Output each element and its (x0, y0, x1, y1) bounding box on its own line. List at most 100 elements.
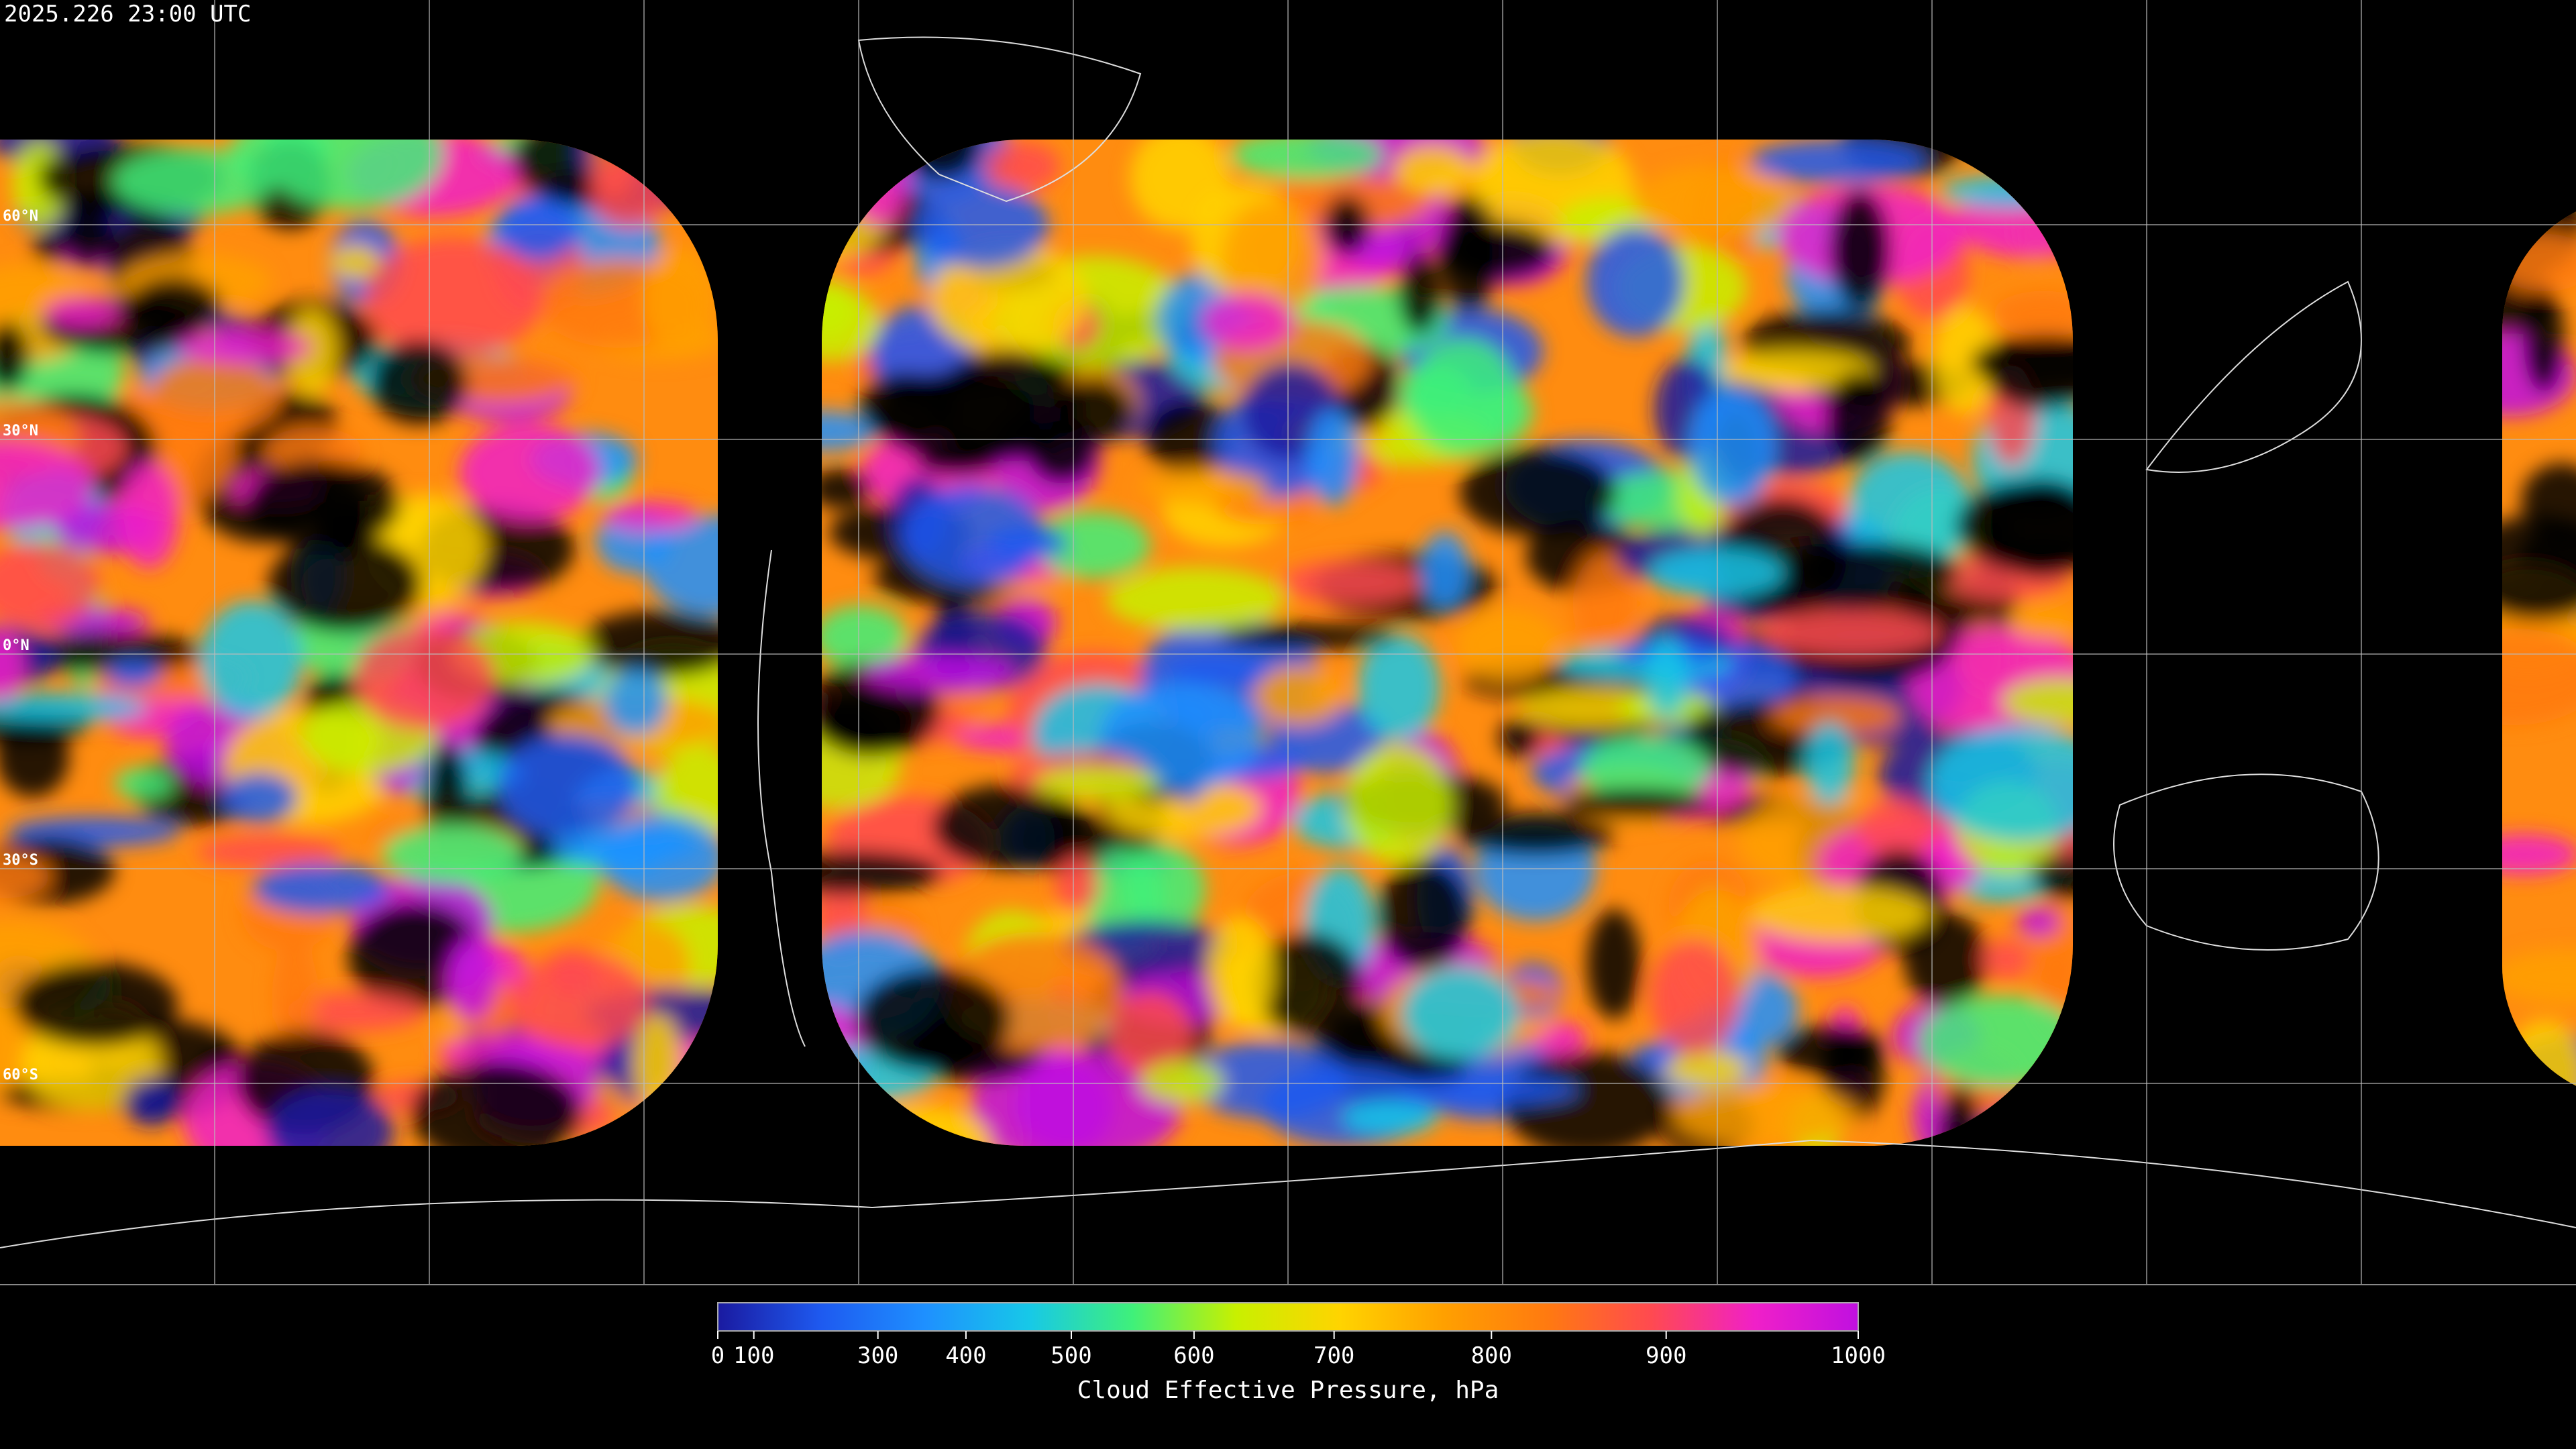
cloud-patch (985, 141, 1060, 192)
cloud-patch (1221, 199, 1324, 320)
satellite-imagery (0, 140, 2576, 1146)
cloud-patch (0, 541, 100, 629)
colorbar-tick-label: 900 (1646, 1342, 1686, 1369)
cloud-patch (643, 515, 718, 615)
cloud-patch (364, 237, 542, 358)
cloud-patch (19, 632, 203, 674)
cloud-patch (550, 827, 700, 864)
latitude-labels: 60°N 30°N 0°N 30°S 60°S (3, 208, 38, 1083)
cloud-patch (411, 1061, 582, 1146)
cloud-patch (44, 296, 120, 328)
cloud-patch (1034, 767, 1161, 800)
cloud-patch (2521, 463, 2576, 539)
cloud-patch (1230, 140, 1383, 180)
cloud-patch (822, 468, 872, 509)
cloud-patch (1672, 1082, 1856, 1146)
colorbar: Cloud Effective Pressure, hPa 0 100 300 400… (711, 1302, 1886, 1404)
cloud-patch (1357, 634, 1440, 741)
greenland (857, 36, 1142, 203)
cloud-patch (1036, 512, 1150, 578)
cloud-patch (1344, 745, 1452, 864)
cloud-patch (875, 371, 1040, 462)
cloud-patch (197, 836, 341, 868)
cloud-patch (1106, 567, 1285, 631)
colorbar-tick-label: 700 (1313, 1342, 1354, 1369)
cloud-patch (1201, 292, 1295, 352)
latitude-label: 60°S (3, 1067, 38, 1083)
colorbar-tick-label: 600 (1173, 1342, 1214, 1369)
cloud-patch (127, 277, 223, 335)
cloud-patch (1421, 531, 1469, 609)
cloud-patch (446, 936, 497, 1021)
cloud-patch (1099, 682, 1263, 791)
colorbar-gradient (717, 1302, 1859, 1332)
cloud-patch (1634, 165, 1792, 239)
cloud-patch (1140, 1061, 1224, 1104)
cloud-patch (1982, 939, 2031, 980)
satellite-disc (0, 140, 718, 1146)
cloud-patch (1436, 222, 1555, 280)
cloud-patch (1393, 146, 1472, 194)
cloud-patch (932, 784, 1085, 869)
cloud-patch (1829, 189, 1891, 311)
cloud-patch (862, 653, 1016, 692)
cloud-patch (1665, 1051, 1748, 1087)
cloud-patch (260, 140, 443, 209)
latitude-label: 60°N (3, 208, 38, 225)
cloud-patch (1650, 939, 1739, 1056)
cloud-patch (113, 148, 275, 215)
cloud-patch (822, 286, 879, 362)
cloud-patch (63, 191, 113, 267)
cloud-patch (822, 605, 907, 669)
cloud-patch (986, 527, 1069, 557)
cloud-patch (1770, 697, 1900, 735)
cloud-patch (1342, 1101, 1438, 1135)
cloud-patch (1307, 409, 1359, 506)
cloud-patch (124, 1077, 179, 1127)
cloud-patch (13, 962, 178, 1047)
cloud-patch (1825, 372, 1891, 464)
cloud-patch (268, 535, 423, 633)
cloud-patch (1456, 812, 1616, 856)
cloud-patch (496, 195, 580, 261)
timestamp: 2025.226 23:00 UTC (4, 1, 251, 28)
cloud-patch (1856, 798, 1938, 859)
cloud-field (0, 140, 718, 1146)
cloud-patch (1503, 1051, 1672, 1146)
colorbar-tick-label: 800 (1471, 1342, 1512, 1369)
cloud-patch (2502, 628, 2576, 726)
latitude-label: 30°N (3, 423, 38, 439)
cloud-patch (0, 629, 24, 701)
cloud-patch (510, 953, 649, 1051)
latitude-label: 30°S (3, 852, 38, 869)
colorbar-tick-label: 400 (945, 1342, 986, 1369)
cloud-patch (928, 244, 1089, 356)
cloud-patch (602, 501, 698, 531)
cloud-patch (1027, 419, 1097, 484)
cloud-patch (1955, 480, 2073, 572)
cloud-patch (579, 610, 718, 678)
colorbar-tick-label: 0 (711, 1342, 724, 1369)
cloud-patch (1188, 1041, 1349, 1120)
satellite-disc (822, 140, 2073, 1146)
cloud-patch (1397, 252, 1442, 334)
cloud-patch (200, 600, 303, 718)
cloud-patch (177, 329, 312, 365)
cloud-patch (1760, 610, 1942, 657)
latitude-label: 0°N (3, 637, 30, 654)
cloud-patch (1572, 552, 1638, 657)
cloud-patch (1459, 448, 1617, 537)
cloud-patch (0, 322, 30, 391)
cloud-patch (1560, 788, 1711, 818)
cloud-patch (369, 340, 468, 425)
cloud-patch (266, 1088, 394, 1146)
cloud-patch (1933, 306, 1997, 414)
colorbar-tick-label: 300 (857, 1342, 898, 1369)
south-america-coast (757, 549, 806, 1047)
colorbar-title: Cloud Effective Pressure, hPa (1077, 1377, 1499, 1404)
cloud-patch (1108, 991, 1193, 1079)
cloud-patch (354, 626, 495, 731)
cloud-patch (0, 692, 147, 722)
cloud-patch (1254, 666, 1345, 725)
